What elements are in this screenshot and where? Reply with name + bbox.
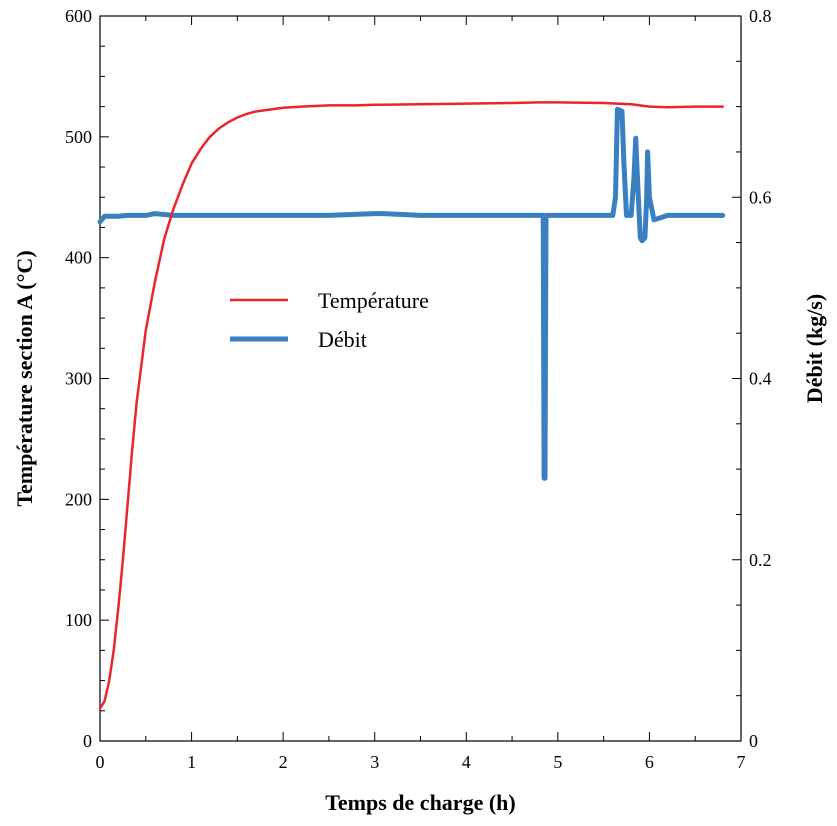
plot-frame (99, 15, 742, 742)
legend-label-debit: Débit (318, 327, 367, 352)
x-tick-label: 2 (279, 752, 288, 772)
x-tick-label: 0 (96, 752, 105, 772)
y-left-tick-label: 200 (65, 489, 92, 509)
y-right-tick-label: 0.4 (749, 369, 772, 389)
legend: Température Débit (230, 288, 429, 352)
x-axis-title: Temps de charge (h) (325, 790, 515, 815)
y-left-tick-label: 0 (83, 731, 92, 751)
x-axis-ticks: 0 1 2 3 4 5 6 7 (96, 16, 746, 772)
x-tick-label: 3 (370, 752, 379, 772)
y-right-axis-title: Débit (kg/s) (802, 294, 827, 403)
y-left-tick-label: 400 (65, 248, 92, 268)
y-left-tick-label: 600 (65, 6, 92, 26)
series-line-temperature (98, 101, 724, 710)
y-right-tick-label: 0.2 (749, 550, 772, 570)
y-left-axis-title: Température section A (°C) (12, 250, 37, 506)
legend-label-temperature: Température (318, 288, 429, 313)
x-tick-label: 6 (645, 752, 654, 772)
y-left-tick-label: 500 (65, 127, 92, 147)
series-layer (97, 101, 726, 710)
x-tick-label: 7 (737, 752, 746, 772)
y-right-tick-label: 0 (749, 731, 758, 751)
y-left-axis-ticks: 0 100 200 300 400 500 600 (65, 6, 109, 751)
y-right-tick-label: 0.6 (749, 187, 772, 207)
y-left-tick-label: 100 (65, 610, 92, 630)
x-tick-label: 5 (553, 752, 562, 772)
y-left-tick-label: 300 (65, 369, 92, 389)
series-line-debit (97, 106, 726, 481)
x-tick-label: 1 (187, 752, 196, 772)
y-right-tick-label: 0.8 (749, 6, 772, 26)
y-right-axis-ticks: 0 0.2 0.4 0.6 0.8 (732, 6, 772, 751)
x-tick-label: 4 (462, 752, 471, 772)
